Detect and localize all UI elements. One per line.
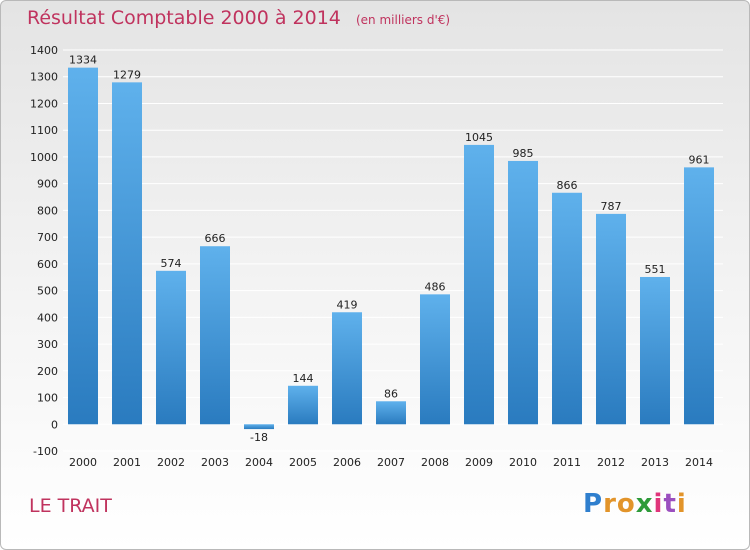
y-axis: -100 0 100 200 300 400 500 600 700 800 900 1000 1100…: [30, 44, 58, 458]
x-tick-label: 2007: [377, 456, 405, 469]
x-tick-label: 2009: [465, 456, 493, 469]
x-tick-label: 2010: [509, 456, 537, 469]
commune-name: LE TRAIT: [29, 495, 112, 517]
logo-letter: i: [676, 489, 687, 519]
bar-2000: [68, 67, 98, 425]
x-tick-label: 2005: [289, 456, 317, 469]
y-tick-label: 1300: [30, 71, 58, 84]
x-tick-label: 2004: [245, 456, 273, 469]
logo-letter: P: [583, 489, 604, 519]
bar-2004: [244, 424, 274, 430]
bars: [68, 67, 714, 430]
y-tick-label: 700: [37, 231, 58, 244]
logo-letter: x: [635, 489, 654, 519]
y-tick-label: 0: [51, 418, 58, 431]
x-tick-label: 2014: [685, 456, 713, 469]
y-tick-label: 300: [37, 338, 58, 351]
bar-2013: [640, 276, 670, 425]
y-tick-label: 1100: [30, 124, 58, 137]
bar-2011: [552, 192, 582, 425]
bar-2008: [420, 294, 450, 425]
bar-2010: [508, 160, 538, 425]
y-tick-label: 500: [37, 285, 58, 298]
data-label-2010: 985: [513, 147, 534, 160]
data-labels: 1334 1279 574 666 -18 144 419 86 486 1045 985 866 78…: [69, 54, 710, 444]
y-tick-label: 100: [37, 392, 58, 405]
bar-2003: [200, 246, 230, 425]
logo-letter: o: [616, 489, 636, 519]
chart-unit: (en milliers d'€): [355, 13, 451, 27]
bar-2001: [112, 82, 142, 425]
y-tick-label: 900: [37, 178, 58, 191]
x-tick-label: 2000: [69, 456, 97, 469]
x-tick-label: 2008: [421, 456, 449, 469]
y-tick-label: 1200: [30, 97, 58, 110]
x-tick-label: 2002: [157, 456, 185, 469]
data-label-2012: 787: [601, 200, 622, 213]
data-label-2014: 961: [689, 153, 710, 166]
y-tick-label: 1000: [30, 151, 58, 164]
x-tick-label: 2003: [201, 456, 229, 469]
data-label-2002: 574: [161, 257, 182, 270]
data-label-2004: -18: [250, 431, 268, 444]
data-label-2000: 1334: [69, 54, 97, 67]
data-label-2006: 419: [337, 298, 358, 311]
y-tick-label: 1400: [30, 44, 58, 57]
y-tick-label: 200: [37, 365, 58, 378]
chart-title: Résultat Comptable 2000 à 2014: [27, 7, 341, 29]
data-label-2009: 1045: [465, 131, 493, 144]
y-tick-label: 400: [37, 311, 58, 324]
data-label-2013: 551: [645, 263, 666, 276]
x-tick-label: 2013: [641, 456, 669, 469]
bar-2002: [156, 270, 186, 425]
logo-letter: i: [653, 489, 664, 519]
data-label-2008: 486: [425, 280, 446, 293]
data-label-2011: 866: [557, 179, 578, 192]
y-tick-label: -100: [33, 445, 58, 458]
x-tick-label: 2012: [597, 456, 625, 469]
logo-letter: t: [663, 489, 677, 519]
data-label-2007: 86: [384, 387, 398, 400]
x-tick-label: 2001: [113, 456, 141, 469]
x-tick-label: 2006: [333, 456, 361, 469]
data-label-2003: 666: [205, 232, 226, 245]
y-tick-label: 600: [37, 258, 58, 271]
bar-2014: [684, 167, 714, 425]
x-axis: 2000 2001 2002 2003 2004 2005 2006 2007 2008 2009…: [69, 456, 713, 469]
bar-2009: [464, 144, 494, 425]
bar-2012: [596, 213, 626, 425]
chart-title-row: Résultat Comptable 2000 à 2014 (en milli…: [27, 7, 450, 29]
data-label-2005: 144: [293, 372, 314, 385]
bar-2007: [376, 401, 406, 425]
bar-2005: [288, 385, 318, 425]
proxiti-logo: Proxiti: [583, 489, 687, 519]
data-label-2001: 1279: [113, 68, 141, 81]
x-tick-label: 2011: [553, 456, 581, 469]
y-tick-label: 800: [37, 204, 58, 217]
bar-2006: [332, 312, 362, 425]
logo-letter: r: [603, 489, 617, 519]
